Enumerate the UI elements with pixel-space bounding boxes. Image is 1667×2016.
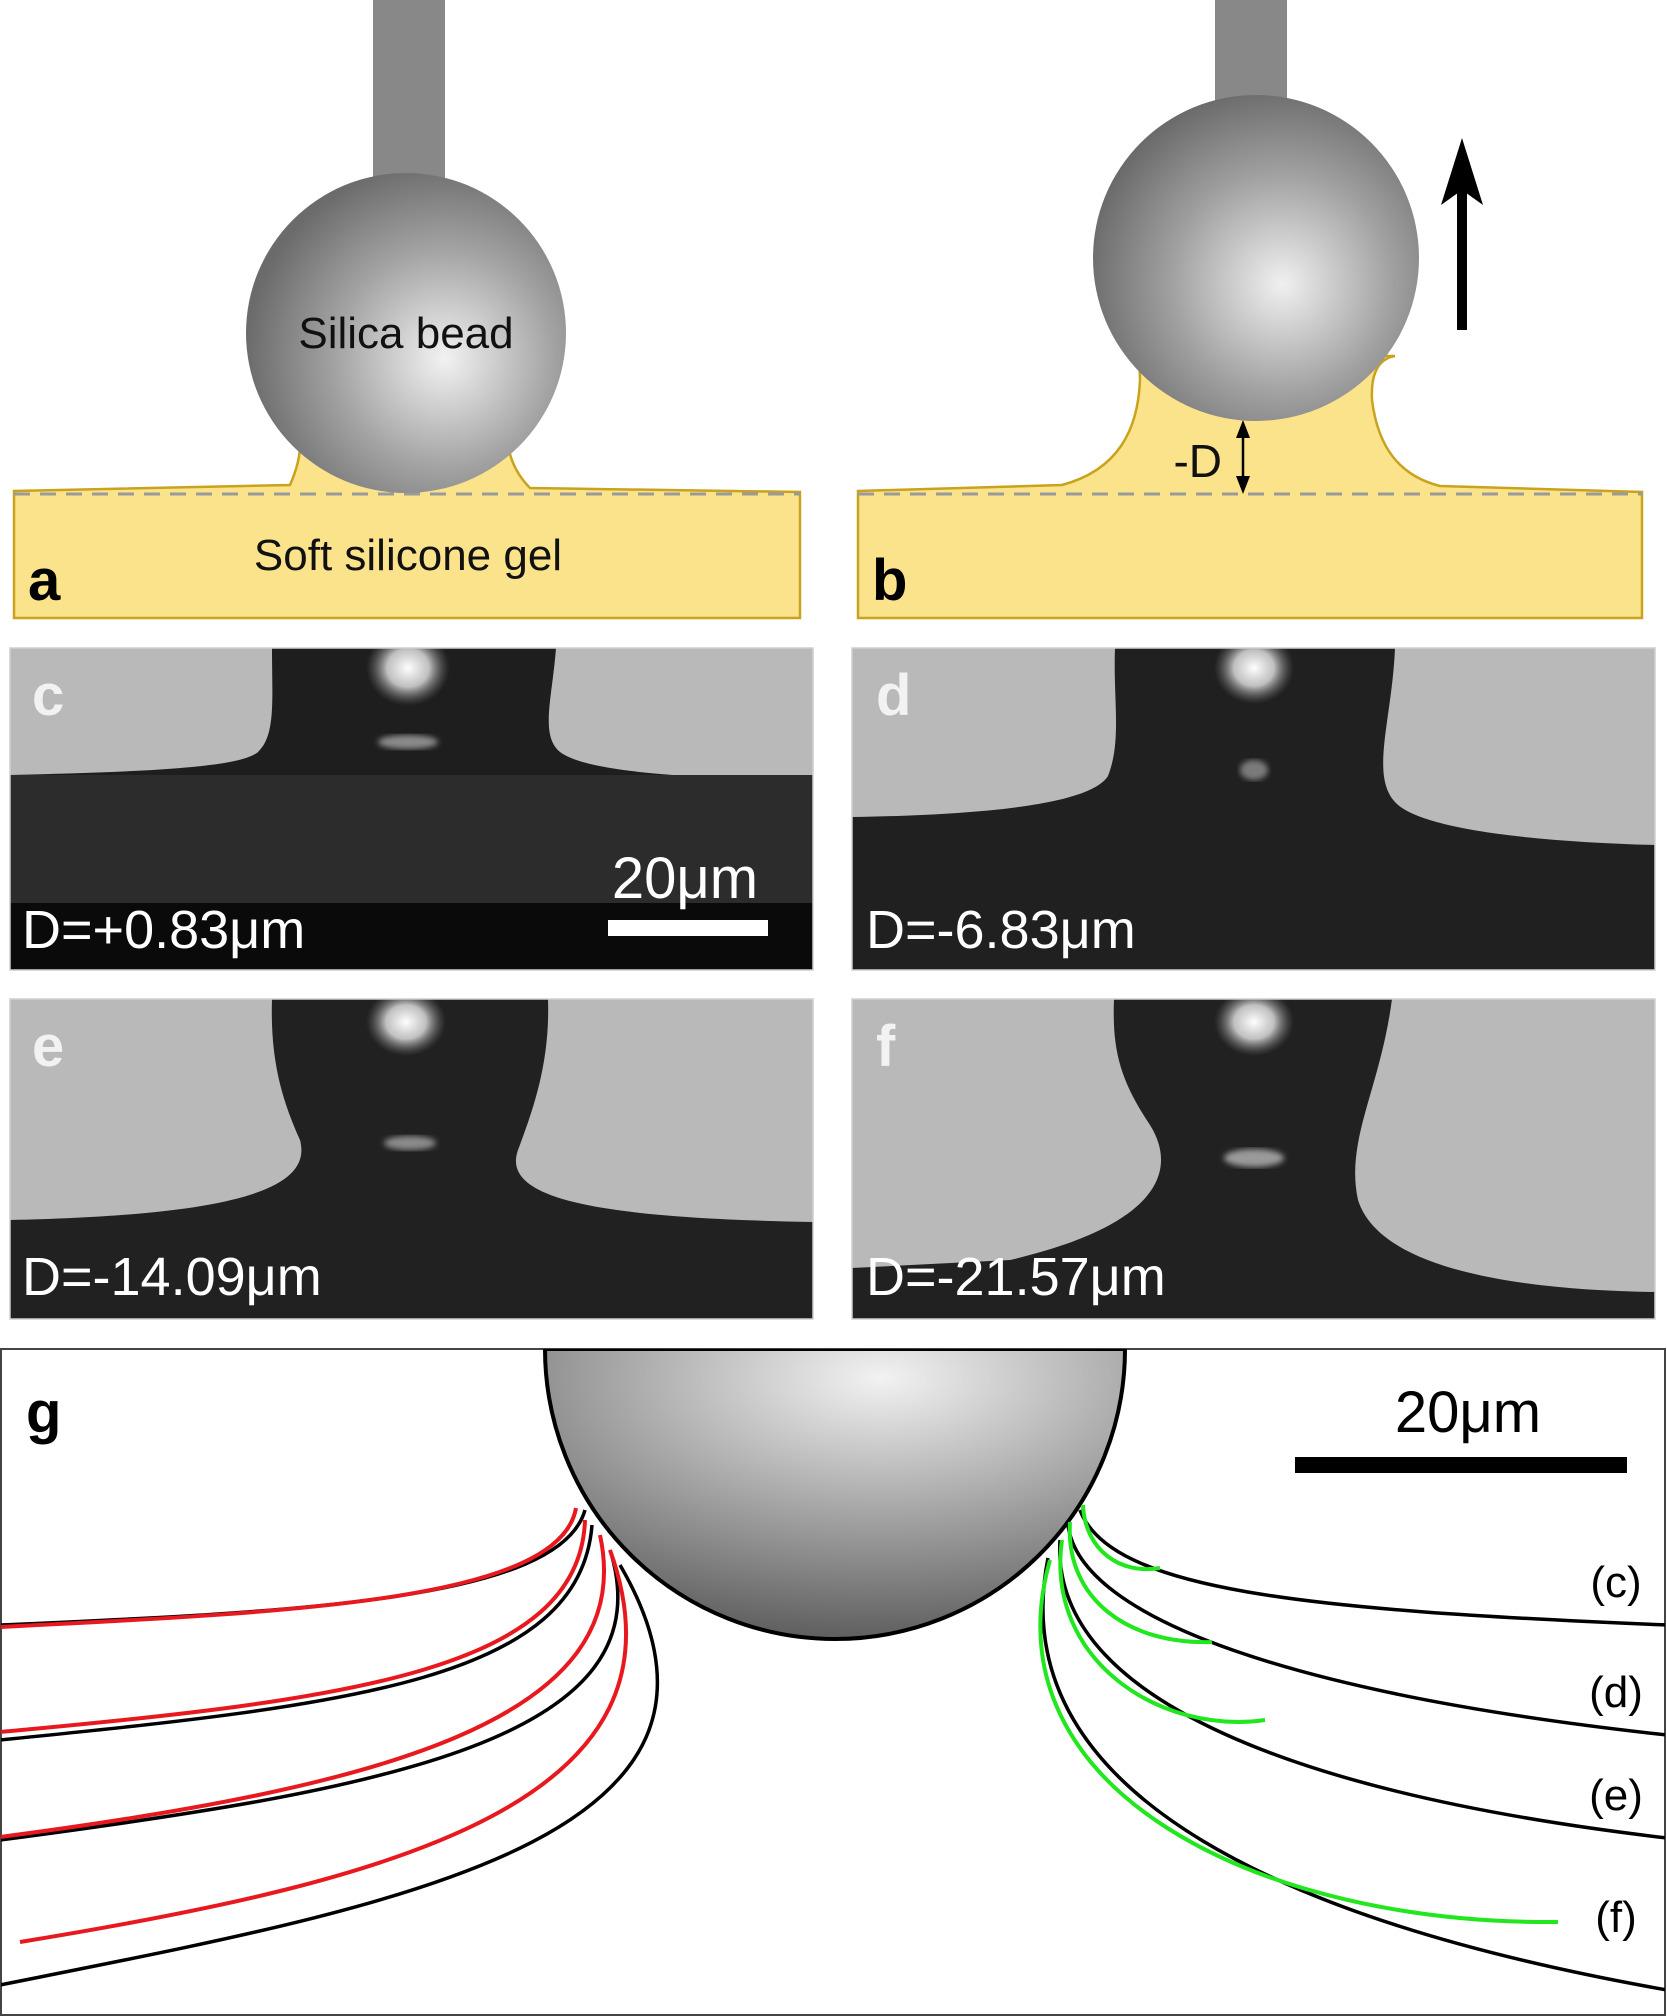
panel-a: Silica bead Soft silicone gel a bbox=[12, 0, 802, 620]
probe-rod bbox=[1215, 0, 1287, 110]
depth-arrow-down-icon bbox=[1236, 476, 1250, 494]
profile-e-right bbox=[1058, 1539, 1665, 1840]
probe-rod bbox=[373, 0, 445, 180]
scale-bar-label: 20μm bbox=[1395, 1380, 1541, 1445]
panel-letter-g: g bbox=[26, 1380, 61, 1445]
depth-arrow-up-icon bbox=[1236, 420, 1250, 438]
bead-label: Silica bead bbox=[298, 309, 513, 358]
fit-d-right bbox=[1067, 1521, 1213, 1645]
gel-surface bbox=[852, 648, 1117, 817]
curve-label-c: (c) bbox=[1590, 1558, 1641, 1607]
fit-d-left bbox=[1, 1519, 587, 1734]
bead-reflection bbox=[1214, 999, 1294, 1056]
panel-letter-f: f bbox=[876, 1014, 896, 1079]
curve-label-e: (e) bbox=[1589, 1771, 1643, 1820]
depth-caption: D=-21.57μm bbox=[866, 1247, 1166, 1307]
fit-e-left bbox=[1, 1534, 607, 1839]
bead-reflection bbox=[1214, 648, 1294, 704]
profile-f-right bbox=[1041, 1557, 1665, 1992]
silica-bead bbox=[542, 1349, 1128, 1641]
gel-surface bbox=[1383, 648, 1655, 845]
gel-surface bbox=[10, 999, 302, 1220]
gel-surface bbox=[515, 999, 813, 1222]
profile-c-right bbox=[1078, 1509, 1665, 1627]
panel-letter-a: a bbox=[28, 548, 61, 613]
lift-arrow-icon bbox=[1441, 138, 1483, 205]
panel-e: e D=-14.09μm bbox=[9, 998, 814, 1320]
panel-letter-e: e bbox=[32, 1014, 64, 1079]
scale-bar bbox=[608, 920, 768, 936]
bead-reflection bbox=[366, 648, 450, 706]
fit-c-left bbox=[1, 1507, 578, 1629]
gel-label: Soft silicone gel bbox=[254, 531, 562, 580]
gel-surface bbox=[548, 648, 813, 780]
bead-reflection bbox=[366, 999, 446, 1056]
gel-surface bbox=[1355, 999, 1655, 1292]
fit-e-right bbox=[1058, 1539, 1266, 1724]
silica-bead bbox=[246, 173, 566, 493]
panel-g: g 20μm (c) (d) (e) (f) bbox=[0, 1348, 1666, 2016]
panel-letter-b: b bbox=[872, 548, 907, 613]
profile-e-left bbox=[1, 1549, 620, 1842]
depth-label: -D bbox=[1173, 435, 1222, 487]
panel-d: d D=-6.83μm bbox=[851, 647, 1656, 971]
panel-f: f D=-21.57μm bbox=[851, 998, 1656, 1320]
profile-d-left bbox=[1, 1524, 594, 1742]
silica-bead bbox=[1093, 95, 1419, 421]
panel-letter-d: d bbox=[876, 663, 911, 728]
fit-f-right bbox=[1038, 1559, 1559, 1925]
panel-letter-c: c bbox=[32, 663, 64, 728]
gel-block bbox=[856, 354, 1644, 620]
curve-label-f: (f) bbox=[1595, 1893, 1637, 1942]
profile-d-right bbox=[1066, 1524, 1665, 1737]
panel-b: -D b bbox=[856, 0, 1644, 620]
gel-surface bbox=[10, 648, 273, 775]
profile-f-left bbox=[1, 1564, 659, 1987]
depth-caption: D=-14.09μm bbox=[22, 1247, 322, 1307]
curve-label-d: (d) bbox=[1589, 1668, 1643, 1717]
gel-surface bbox=[852, 999, 1162, 1268]
depth-caption: D=+0.83μm bbox=[22, 900, 305, 960]
scale-bar bbox=[1295, 1457, 1627, 1473]
fit-c-right bbox=[1081, 1504, 1161, 1572]
panel-c: c D=+0.83μm 20μm bbox=[9, 647, 814, 971]
scale-bar-label: 20μm bbox=[612, 846, 758, 911]
depth-caption: D=-6.83μm bbox=[866, 900, 1136, 960]
fit-f-left bbox=[19, 1549, 629, 1944]
